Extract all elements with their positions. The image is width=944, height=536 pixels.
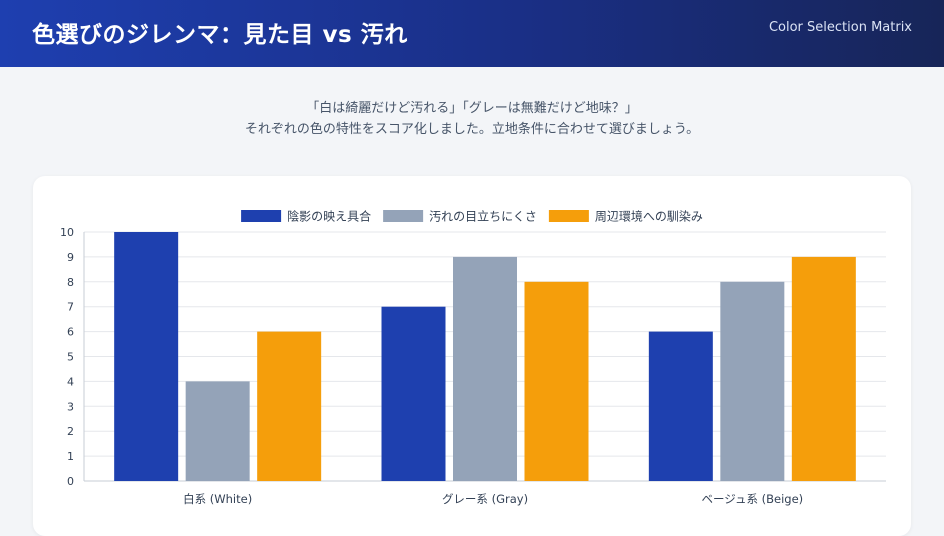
legend-swatch — [383, 210, 424, 222]
y-tick-label: 1 — [67, 450, 74, 463]
x-axis: 白系 (White) グレー系 (Gray) ベージュ系 (Beige) — [183, 492, 803, 506]
x-category-label: グレー系 (Gray) — [442, 492, 528, 506]
y-tick-label: 4 — [67, 375, 74, 388]
y-tick-label: 2 — [67, 425, 74, 438]
bar — [114, 232, 179, 481]
bar — [257, 331, 322, 481]
bar — [648, 331, 713, 481]
bar — [381, 306, 446, 481]
legend-label: 陰影の映え具合 — [287, 209, 371, 224]
header-subtitle: Color Selection Matrix — [768, 20, 912, 35]
y-tick-label: 8 — [67, 276, 74, 289]
legend-swatch — [241, 210, 282, 222]
bar — [453, 256, 517, 481]
y-tick-label: 6 — [67, 326, 74, 339]
y-tick-label: 0 — [67, 475, 74, 488]
y-tick-label: 7 — [67, 301, 74, 314]
legend-label: 汚れの目立ちにくさ — [429, 209, 537, 224]
y-tick-label: 5 — [67, 351, 74, 364]
bar — [791, 256, 856, 481]
bar — [185, 381, 250, 481]
bar — [524, 281, 589, 481]
y-tick-label: 3 — [67, 400, 74, 413]
y-tick-label: 10 — [60, 226, 74, 239]
chart-card: 0 1 2 3 4 5 6 7 8 9 10 白系 (White) グレー系 (Gray) ベージュ系 … — [33, 176, 911, 536]
intro-text: 「白は綺麗だけど汚れる」「グレーは無難だけど地味？」 それぞれの色の特性をスコア… — [0, 98, 944, 140]
y-axis: 0 1 2 3 4 5 6 7 8 9 10 — [60, 226, 85, 488]
legend-label: 周辺環境への馴染み — [595, 209, 703, 224]
page-title: 色選びのジレンマ：見た目 vs 汚れ — [32, 22, 408, 48]
bar — [720, 281, 785, 481]
bars — [114, 232, 856, 481]
intro-line-1: 「白は綺麗だけど汚れる」「グレーは無難だけど地味？」 — [306, 101, 638, 116]
intro-line-2: それぞれの色の特性をスコア化しました。立地条件に合わせて選びましょう。 — [244, 122, 700, 137]
header-bar: 色選びのジレンマ：見た目 vs 汚れ Color Selection Matri… — [0, 0, 944, 67]
bar-chart: 0 1 2 3 4 5 6 7 8 9 10 白系 (White) グレー系 (Gray) ベージュ系 … — [60, 209, 886, 506]
x-category-label: ベージュ系 (Beige) — [702, 492, 804, 506]
legend: 陰影の映え具合 汚れの目立ちにくさ 周辺環境への馴染み — [241, 209, 703, 224]
y-tick-label: 9 — [67, 251, 74, 264]
legend-swatch — [548, 210, 589, 222]
x-category-label: 白系 (White) — [183, 492, 252, 506]
